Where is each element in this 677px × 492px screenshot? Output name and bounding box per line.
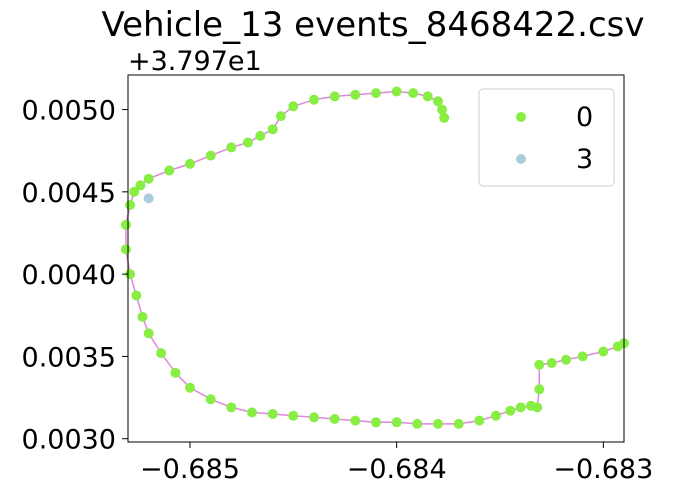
legend-label-series-3: 3 [576, 144, 593, 175]
legend: 0 3 [478, 88, 615, 187]
data-point-series-0 [534, 359, 545, 370]
y-axis: 0.0030 0.0035 0.0040 0.0045 0.0050 [22, 96, 128, 456]
data-point-series-0 [561, 354, 572, 365]
legend-marker-series-3 [516, 154, 526, 164]
data-point-series-0 [255, 130, 266, 141]
data-point-series-0 [391, 417, 402, 428]
x-tick-label: −0.685 [140, 454, 240, 485]
data-point-series-0 [309, 412, 319, 423]
data-point-series-0 [577, 351, 588, 362]
data-point-series-0 [156, 348, 167, 359]
data-point-series-0 [329, 414, 340, 424]
data-point-series-0 [598, 346, 609, 357]
data-point-series-0 [391, 86, 402, 97]
data-point-series-0 [267, 409, 278, 419]
data-point-series-0 [505, 405, 516, 416]
data-point-series-0 [226, 402, 237, 413]
y-tick-label: 0.0050 [22, 96, 116, 127]
data-point-series-0 [242, 137, 253, 148]
data-point-series-0 [143, 173, 154, 184]
data-point-series-0 [439, 112, 450, 123]
data-point-series-0 [137, 311, 148, 322]
data-point-series-0 [185, 158, 195, 169]
data-point-series-0 [534, 384, 545, 395]
data-point-series-0 [532, 402, 543, 413]
y-tick-label: 0.0045 [22, 178, 116, 209]
data-point-series-0 [515, 402, 526, 413]
data-point-series-0 [267, 124, 278, 135]
data-point-series-0 [453, 418, 464, 429]
chart-title: Vehicle_13 events_8468422.csv [102, 5, 645, 45]
data-point-series-0 [288, 410, 299, 421]
data-point-series-0 [247, 407, 257, 418]
data-point-series-0 [185, 382, 195, 393]
data-point-series-0 [125, 200, 136, 210]
data-point-series-0 [490, 410, 501, 421]
data-point-series-3 [143, 193, 154, 204]
data-point-series-0 [546, 358, 557, 368]
data-point-series-0 [131, 290, 142, 301]
axes-frame [127, 74, 625, 443]
y-tick-label: 0.0040 [22, 260, 116, 291]
x-axis: −0.685 −0.684 −0.683 [140, 442, 653, 485]
data-point-series-0 [433, 418, 443, 429]
legend-box [478, 88, 615, 187]
data-point-series-0 [408, 88, 419, 99]
data-point-series-0 [422, 91, 433, 102]
data-point-series-0 [350, 415, 361, 426]
data-point-series-0 [170, 367, 181, 378]
data-point-series-0 [135, 180, 146, 191]
data-point-series-0 [371, 417, 381, 428]
x-tick-label: −0.683 [553, 454, 653, 485]
data-point-series-0 [205, 150, 216, 161]
data-point-series-0 [120, 219, 131, 230]
data-point-series-0 [164, 165, 175, 176]
data-point-series-0 [412, 418, 423, 429]
data-point-series-0 [120, 244, 131, 255]
legend-marker-series-0 [516, 112, 526, 122]
data-point-series-0 [309, 94, 319, 105]
data-point-series-0 [474, 415, 485, 426]
data-point-series-0 [288, 101, 299, 112]
data-point-series-0 [350, 89, 361, 100]
data-point-series-0 [129, 186, 140, 197]
legend-label-series-0: 0 [576, 102, 593, 133]
data-point-series-0 [205, 394, 216, 405]
data-point-series-0 [275, 111, 286, 122]
data-point-series-0 [226, 142, 237, 153]
data-point-series-0 [143, 328, 154, 339]
y-tick-label: 0.0035 [22, 342, 116, 373]
y-tick-label: 0.0030 [22, 425, 116, 456]
y-offset-label: +3.797e1 [128, 46, 262, 77]
data-point-series-0 [371, 88, 381, 99]
data-point-series-0 [329, 91, 340, 102]
data-point-series-0 [437, 104, 448, 115]
x-tick-label: −0.684 [347, 454, 447, 485]
data-point-series-0 [433, 96, 443, 107]
